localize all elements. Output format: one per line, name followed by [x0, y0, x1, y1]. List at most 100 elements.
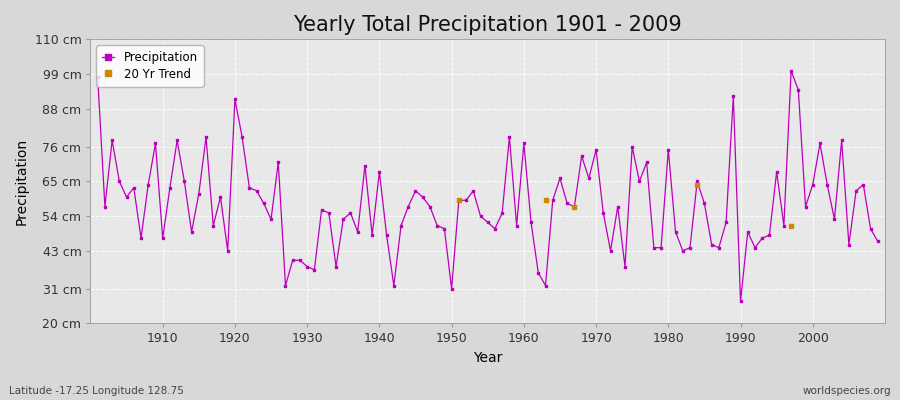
Point [184, 229, 199, 235]
Point [603, 248, 617, 254]
Point [466, 188, 481, 194]
Point [409, 188, 423, 194]
Point [654, 244, 669, 251]
Y-axis label: Precipitation: Precipitation [15, 138, 29, 225]
Point [423, 204, 437, 210]
Text: Latitude -17.25 Longitude 128.75: Latitude -17.25 Longitude 128.75 [9, 386, 184, 396]
Point [784, 222, 798, 229]
Title: Yearly Total Precipitation 1901 - 2009: Yearly Total Precipitation 1901 - 2009 [293, 15, 682, 35]
Point [365, 232, 380, 238]
Point [870, 238, 885, 244]
X-axis label: Year: Year [473, 351, 502, 365]
Point [473, 213, 488, 219]
Point [314, 206, 328, 213]
Point [610, 204, 625, 210]
Point [401, 204, 416, 210]
Point [676, 248, 690, 254]
Point [567, 204, 581, 210]
Point [632, 178, 646, 184]
Point [581, 175, 596, 182]
Point [705, 241, 719, 248]
Text: worldspecies.org: worldspecies.org [803, 386, 891, 396]
Point [842, 241, 856, 248]
Point [589, 147, 603, 153]
Point [120, 194, 134, 200]
Point [834, 137, 849, 144]
Point [502, 134, 517, 140]
Point [156, 235, 170, 241]
Point [726, 93, 741, 99]
Point [192, 191, 206, 197]
Point [617, 263, 632, 270]
Point [445, 286, 459, 292]
Point [452, 197, 466, 204]
Point [285, 257, 300, 264]
Point [292, 257, 307, 264]
Point [495, 210, 509, 216]
Point [524, 219, 538, 226]
Point [596, 210, 610, 216]
Point [452, 197, 466, 204]
Point [228, 96, 242, 102]
Point [683, 244, 698, 251]
Point [755, 235, 770, 241]
Point [328, 263, 343, 270]
Point [662, 147, 676, 153]
Point [373, 169, 387, 175]
Point [856, 181, 870, 188]
Point [242, 184, 256, 191]
Point [170, 137, 184, 144]
Point [177, 178, 192, 184]
Point [199, 134, 213, 140]
Point [784, 68, 798, 74]
Point [820, 181, 834, 188]
Point [141, 181, 156, 188]
Point [343, 210, 357, 216]
Point [148, 140, 163, 147]
Point [639, 159, 653, 166]
Point [538, 197, 553, 204]
Point [300, 263, 314, 270]
Point [249, 188, 264, 194]
Point [712, 244, 726, 251]
Point [538, 282, 553, 289]
Point [437, 226, 452, 232]
Point [91, 74, 105, 80]
Point [669, 229, 683, 235]
Point [849, 188, 863, 194]
Point [163, 184, 177, 191]
Point [105, 137, 120, 144]
Point [134, 235, 148, 241]
Point [567, 204, 581, 210]
Point [791, 87, 806, 93]
Point [762, 232, 777, 238]
Point [748, 244, 762, 251]
Point [271, 159, 285, 166]
Point [813, 140, 827, 147]
Point [806, 181, 820, 188]
Point [394, 222, 409, 229]
Point [531, 270, 545, 276]
Point [553, 175, 567, 182]
Point [863, 226, 878, 232]
Point [127, 184, 141, 191]
Point [719, 219, 733, 226]
Point [206, 222, 220, 229]
Point [741, 229, 755, 235]
Point [509, 222, 524, 229]
Point [336, 216, 350, 222]
Point [625, 144, 639, 150]
Point [698, 200, 712, 207]
Point [827, 216, 842, 222]
Point [256, 200, 271, 207]
Point [220, 248, 235, 254]
Point [307, 266, 321, 273]
Point [357, 162, 372, 169]
Point [574, 153, 589, 159]
Point [560, 200, 574, 207]
Point [387, 282, 401, 289]
Point [235, 134, 249, 140]
Point [321, 210, 336, 216]
Point [430, 222, 445, 229]
Point [278, 282, 293, 289]
